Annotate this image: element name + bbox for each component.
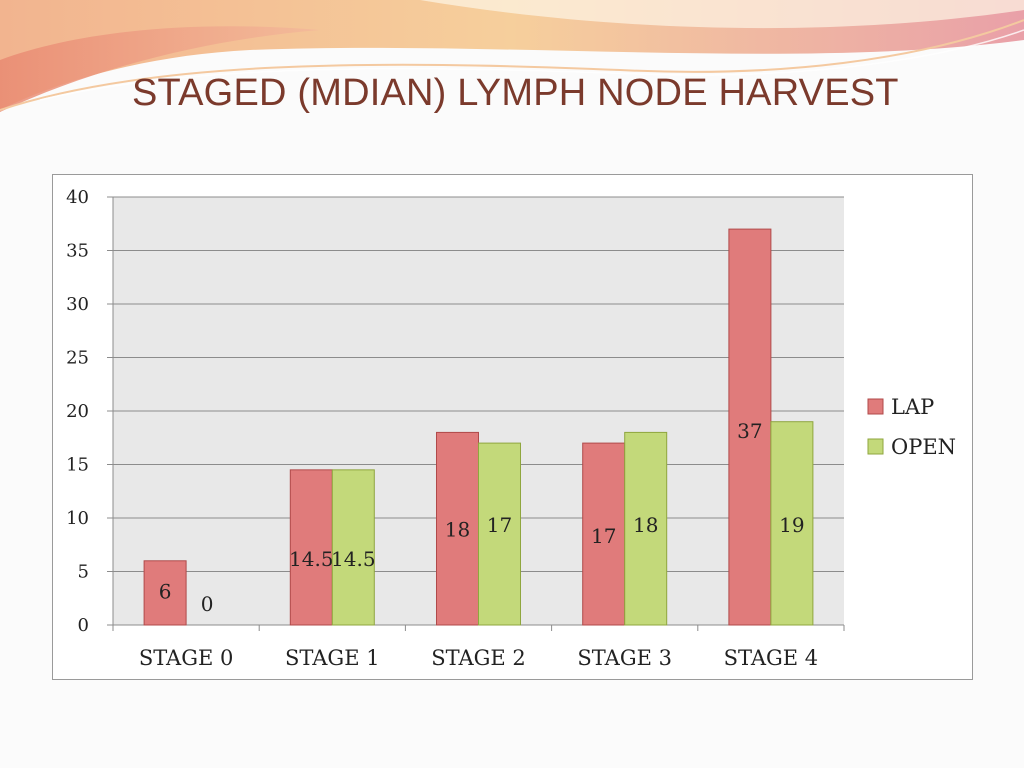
bar-lap [436, 431, 479, 626]
legend-swatch-lap [867, 398, 884, 415]
data-label-open: 19 [779, 513, 804, 537]
data-label-lap: 17 [591, 524, 616, 548]
data-label-lap: 18 [445, 517, 470, 541]
bar-open [331, 469, 375, 626]
chart-frame: 0 5 10 15 20 25 30 35 40 6 0 STAGE 0 14.5 14.5 STAGE 1… [52, 174, 973, 680]
data-label-open: 17 [487, 513, 512, 537]
bar-chart: 0 5 10 15 20 25 30 35 40 6 0 STAGE 0 14.514.5 STAGE 1… [66, 187, 956, 670]
bar-lap [728, 228, 772, 626]
data-label-open: 0 [201, 592, 214, 616]
x-tick-label: STAGE 0 [139, 646, 234, 670]
x-tick-label: STAGE 2 [431, 646, 526, 670]
legend-label-lap: LAP [891, 395, 934, 419]
bar-lap [289, 469, 333, 626]
data-label-open: 18 [633, 513, 658, 537]
y-tick-label: 20 [66, 401, 89, 422]
bar-open [770, 421, 814, 626]
x-tick-label: STAGE 4 [724, 646, 819, 670]
data-label-lap: 14.5 [289, 547, 334, 571]
x-tick-label: STAGE 1 [285, 646, 380, 670]
data-label-lap: 37 [737, 419, 762, 443]
y-tick-label: 10 [66, 508, 89, 529]
y-tick-label: 40 [66, 187, 89, 208]
bar-lap [582, 442, 626, 626]
data-label-lap: 6 [159, 579, 172, 603]
bar-lap [143, 560, 187, 626]
y-tick-label: 5 [78, 562, 89, 583]
legend-swatch-open [867, 438, 884, 455]
slide-title: STAGED (MDIAN) LYMPH NODE HARVEST [132, 72, 899, 114]
legend-label-open: OPEN [891, 435, 956, 459]
y-tick-label: 25 [66, 348, 89, 369]
y-tick-label: 15 [66, 455, 89, 476]
x-tick-label: STAGE 3 [577, 646, 672, 670]
y-tick-label: 0 [78, 615, 89, 636]
bar-open [624, 431, 668, 626]
y-tick-label: 35 [66, 241, 89, 262]
data-label-open: 14.5 [331, 547, 376, 571]
decorative-banner [0, 0, 1024, 112]
bar-open [478, 442, 521, 626]
y-tick-label: 30 [66, 294, 89, 315]
